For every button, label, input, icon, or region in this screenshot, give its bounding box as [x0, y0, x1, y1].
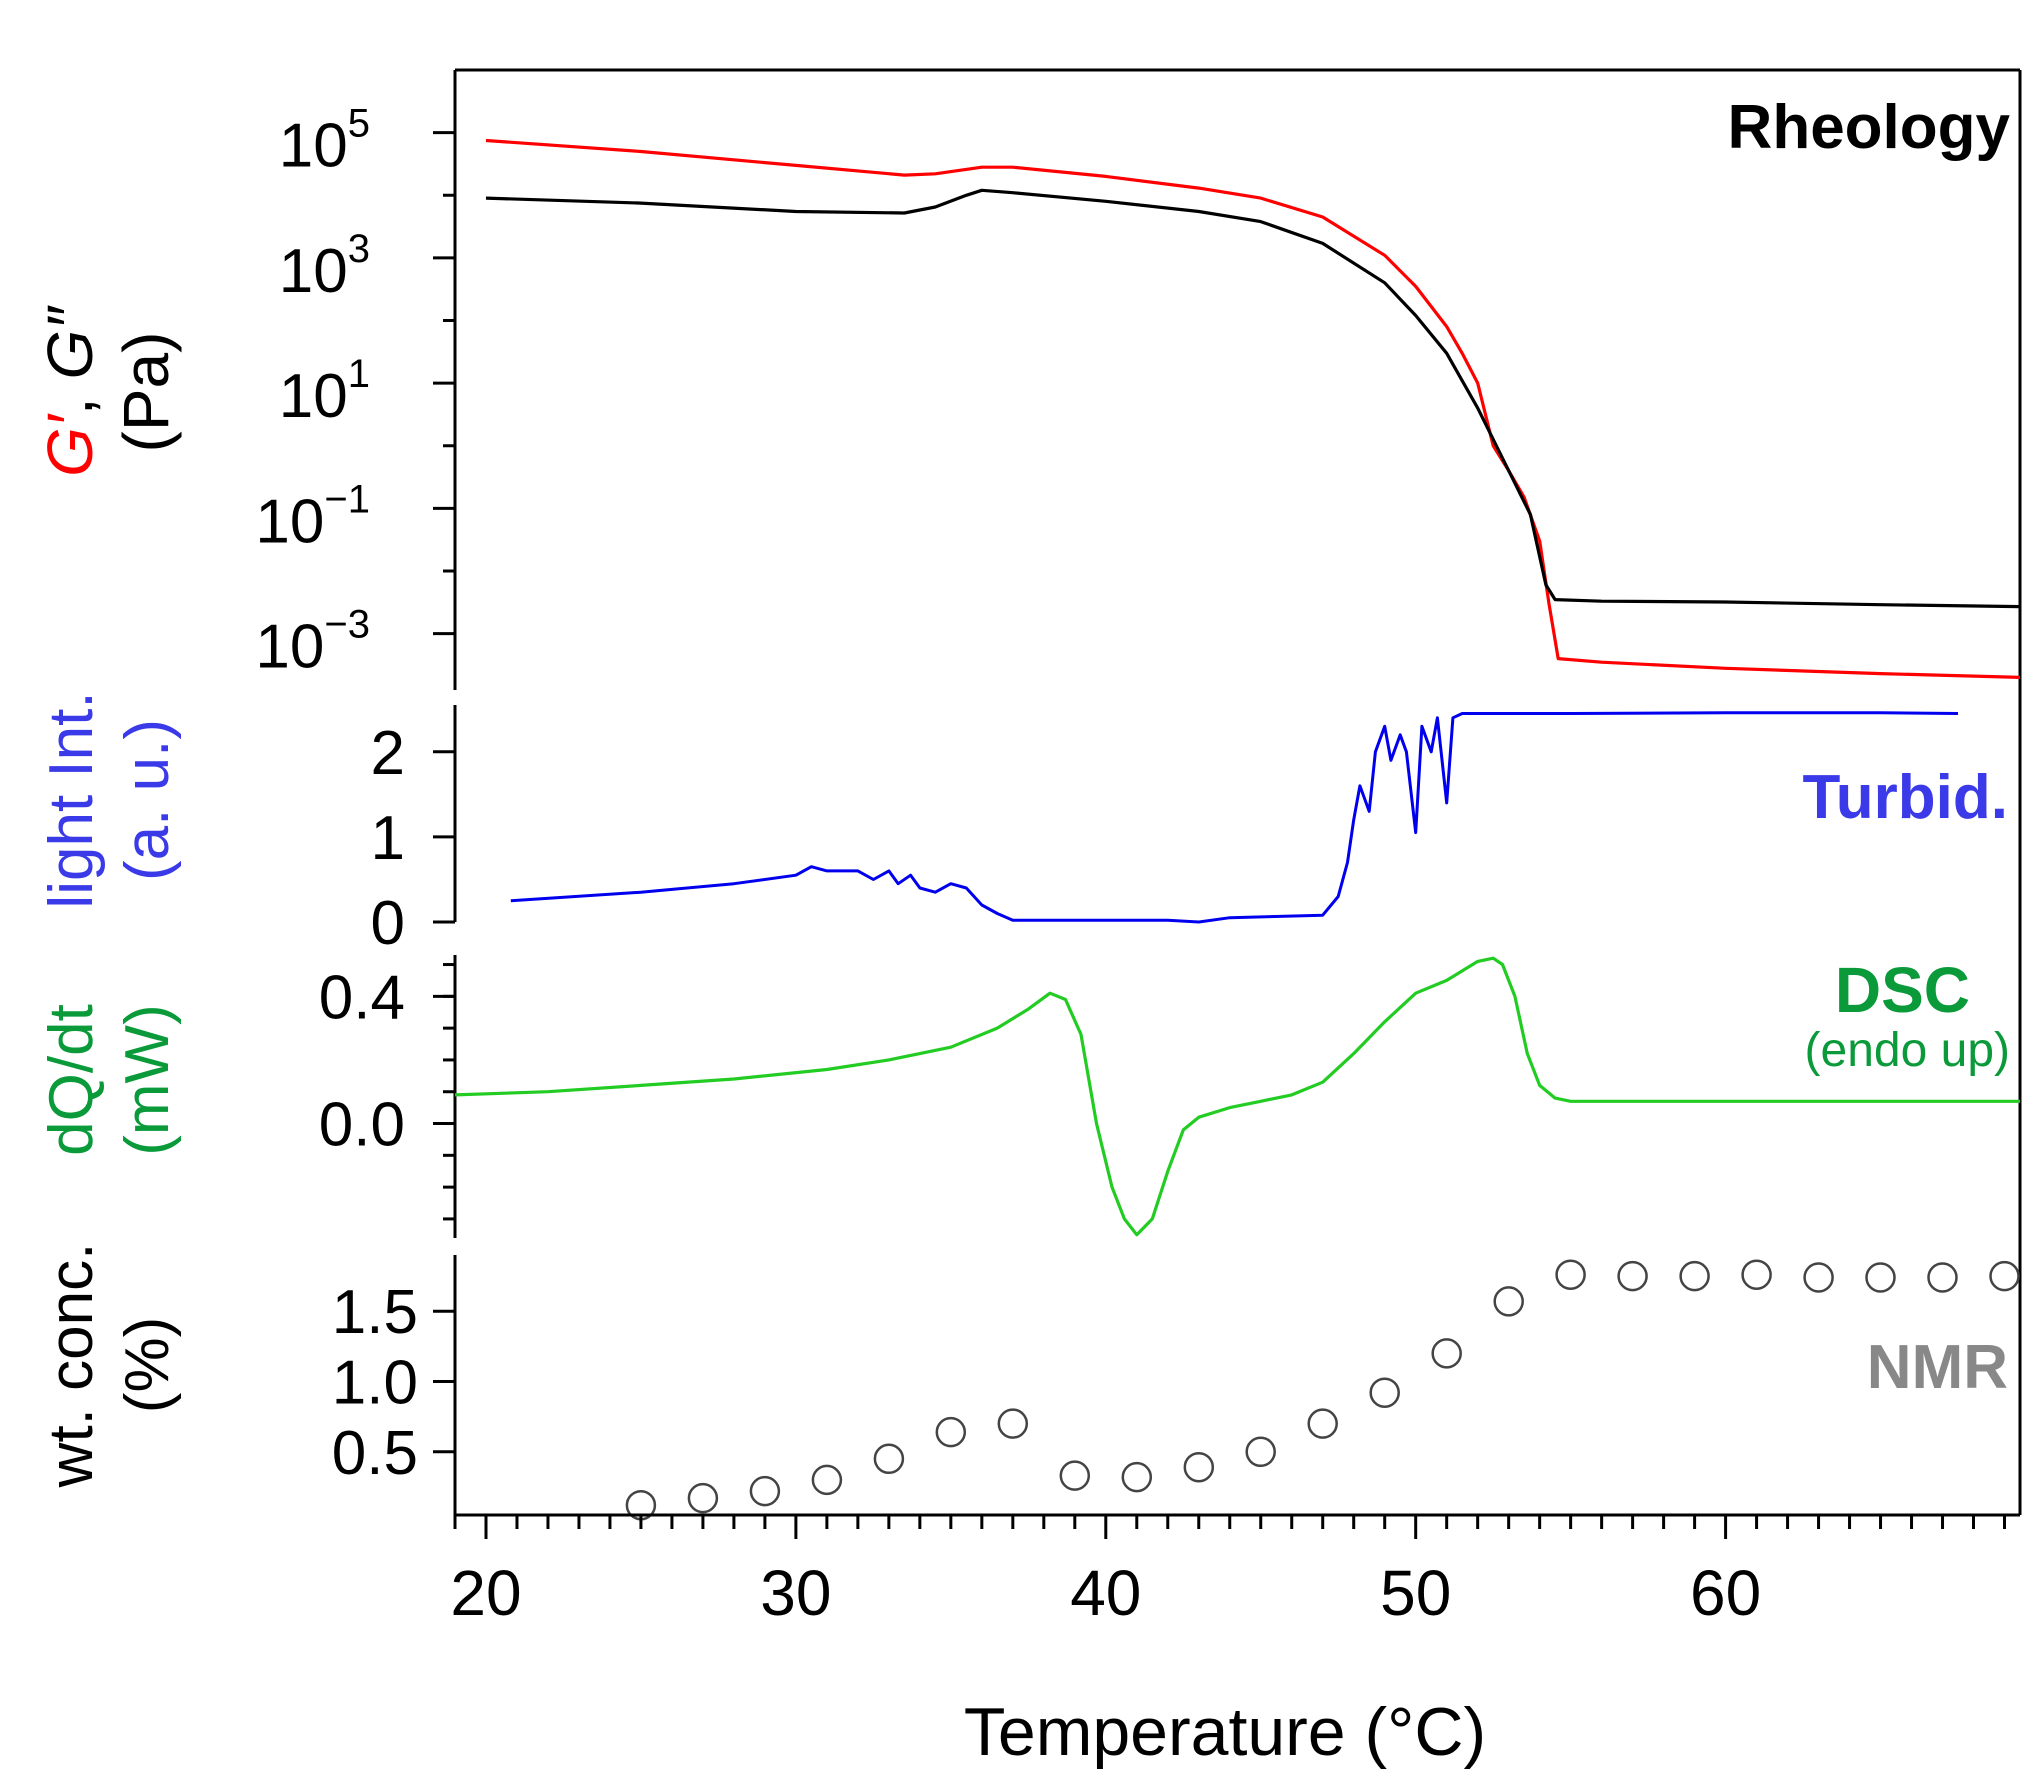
nmr-point	[1927, 1262, 1958, 1293]
turbidity-line	[510, 711, 1959, 924]
turbidity-label-line2: (a. u.)	[113, 719, 182, 881]
nmr-point	[1307, 1408, 1338, 1439]
nmr-point	[1121, 1461, 1153, 1493]
nmr-point	[749, 1475, 781, 1507]
nmr-tick-label: 1.5	[332, 1278, 418, 1347]
turbidity-panel: 0 1 2 Turbid. light Int. (a. u.)	[37, 691, 2008, 958]
nmr-point	[1617, 1260, 1648, 1292]
nmr-y-label: wt. conc. (%)	[37, 1243, 182, 1489]
nmr-point	[811, 1464, 843, 1496]
rheology-tick-label: 101	[279, 352, 370, 431]
x-tick-label: 50	[1380, 1557, 1451, 1629]
x-tick-label: 30	[760, 1557, 831, 1629]
nmr-point	[1555, 1259, 1586, 1290]
nmr-panel: 0.51.01.5 NMR wt. conc. (%)	[37, 1243, 2020, 1521]
rheology-tick-label: 105	[279, 102, 370, 181]
nmr-point	[1369, 1377, 1400, 1408]
x-axis-label: Temperature (°C)	[964, 1694, 1486, 1770]
dsc-label-line1: dQ/dt	[37, 1004, 106, 1156]
g-prime-label: G′	[34, 413, 106, 477]
nmr-title: NMR	[1867, 1333, 2008, 1402]
rheology-tick-label: 103	[279, 227, 370, 306]
g-double-prime-line	[485, 188, 2021, 609]
rheology-y-label: G′, G″ (Pa)	[34, 305, 182, 477]
nmr-point	[1803, 1262, 1834, 1293]
nmr-point	[935, 1416, 967, 1448]
x-tick-label: 40	[1070, 1557, 1141, 1629]
g-prime-line	[485, 138, 2021, 679]
rheology-tick-label: 10−1	[255, 477, 370, 556]
nmr-point	[997, 1408, 1029, 1439]
nmr-point	[1989, 1260, 2020, 1292]
x-tick-label: 60	[1690, 1557, 1761, 1629]
dsc-series	[454, 956, 2020, 1237]
turbidity-series	[510, 711, 1959, 924]
rheology-series	[485, 138, 2021, 679]
dsc-subtitle: (endo up)	[1805, 1024, 2010, 1077]
g-double-prime-label: G″	[34, 305, 106, 380]
nmr-point	[1493, 1286, 1524, 1317]
turbidity-y-ticks: 0 1 2	[371, 719, 455, 958]
turbidity-tick-label: 2	[371, 719, 405, 788]
nmr-point	[1431, 1338, 1462, 1369]
rheology-tick-label: 10−3	[255, 603, 370, 682]
dsc-title: DSC	[1835, 954, 1970, 1026]
nmr-tick-label: 0.5	[332, 1419, 418, 1488]
turbidity-y-label: light Int. (a. u.)	[37, 691, 182, 908]
dsc-y-ticks: 0.0 0.4	[319, 963, 455, 1221]
dsc-line	[454, 956, 2020, 1237]
rheology-unit-label: (Pa)	[110, 332, 182, 453]
nmr-label-line2: (%)	[113, 1317, 182, 1413]
turbidity-title: Turbid.	[1803, 763, 2008, 832]
x-axis: 20 30 40 50 60	[450, 1513, 2020, 1629]
nmr-series	[625, 1259, 2020, 1521]
label-separator: ,	[34, 380, 106, 416]
nmr-point	[1183, 1451, 1215, 1483]
dsc-tick-label: 0.0	[319, 1091, 405, 1160]
nmr-point	[687, 1482, 719, 1514]
nmr-point	[1741, 1259, 1772, 1290]
nmr-point	[1059, 1460, 1091, 1491]
nmr-label-line1: wt. conc.	[37, 1243, 106, 1489]
x-tick-label: 20	[450, 1557, 521, 1629]
panel-frames	[453, 68, 2022, 1515]
rheology-y-ticks: 105 103 101 10−1 10−3	[255, 102, 455, 682]
svg-text:G′, G″: G′, G″	[34, 305, 106, 477]
nmr-point	[873, 1443, 905, 1475]
turbidity-label-line1: light Int.	[37, 691, 106, 908]
rheology-panel: 105 103 101 10−1 10−3 Rheology G′, G″ (Pa)	[34, 93, 2021, 682]
nmr-y-ticks: 0.51.01.5	[332, 1278, 455, 1488]
turbidity-tick-label: 0	[371, 889, 405, 958]
nmr-point	[1865, 1262, 1896, 1293]
nmr-point	[1245, 1436, 1276, 1468]
nmr-point	[1679, 1260, 1710, 1292]
dsc-tick-label: 0.4	[319, 963, 405, 1032]
rheology-title: Rheology	[1728, 93, 2011, 162]
dsc-y-label: dQ/dt (mW)	[37, 1004, 182, 1156]
turbidity-tick-label: 1	[371, 804, 405, 873]
dsc-panel: 0.0 0.4 DSC (endo up) dQ/dt (mW)	[37, 954, 2020, 1237]
nmr-tick-label: 1.0	[332, 1348, 418, 1417]
dsc-label-line2: (mW)	[113, 1004, 182, 1155]
